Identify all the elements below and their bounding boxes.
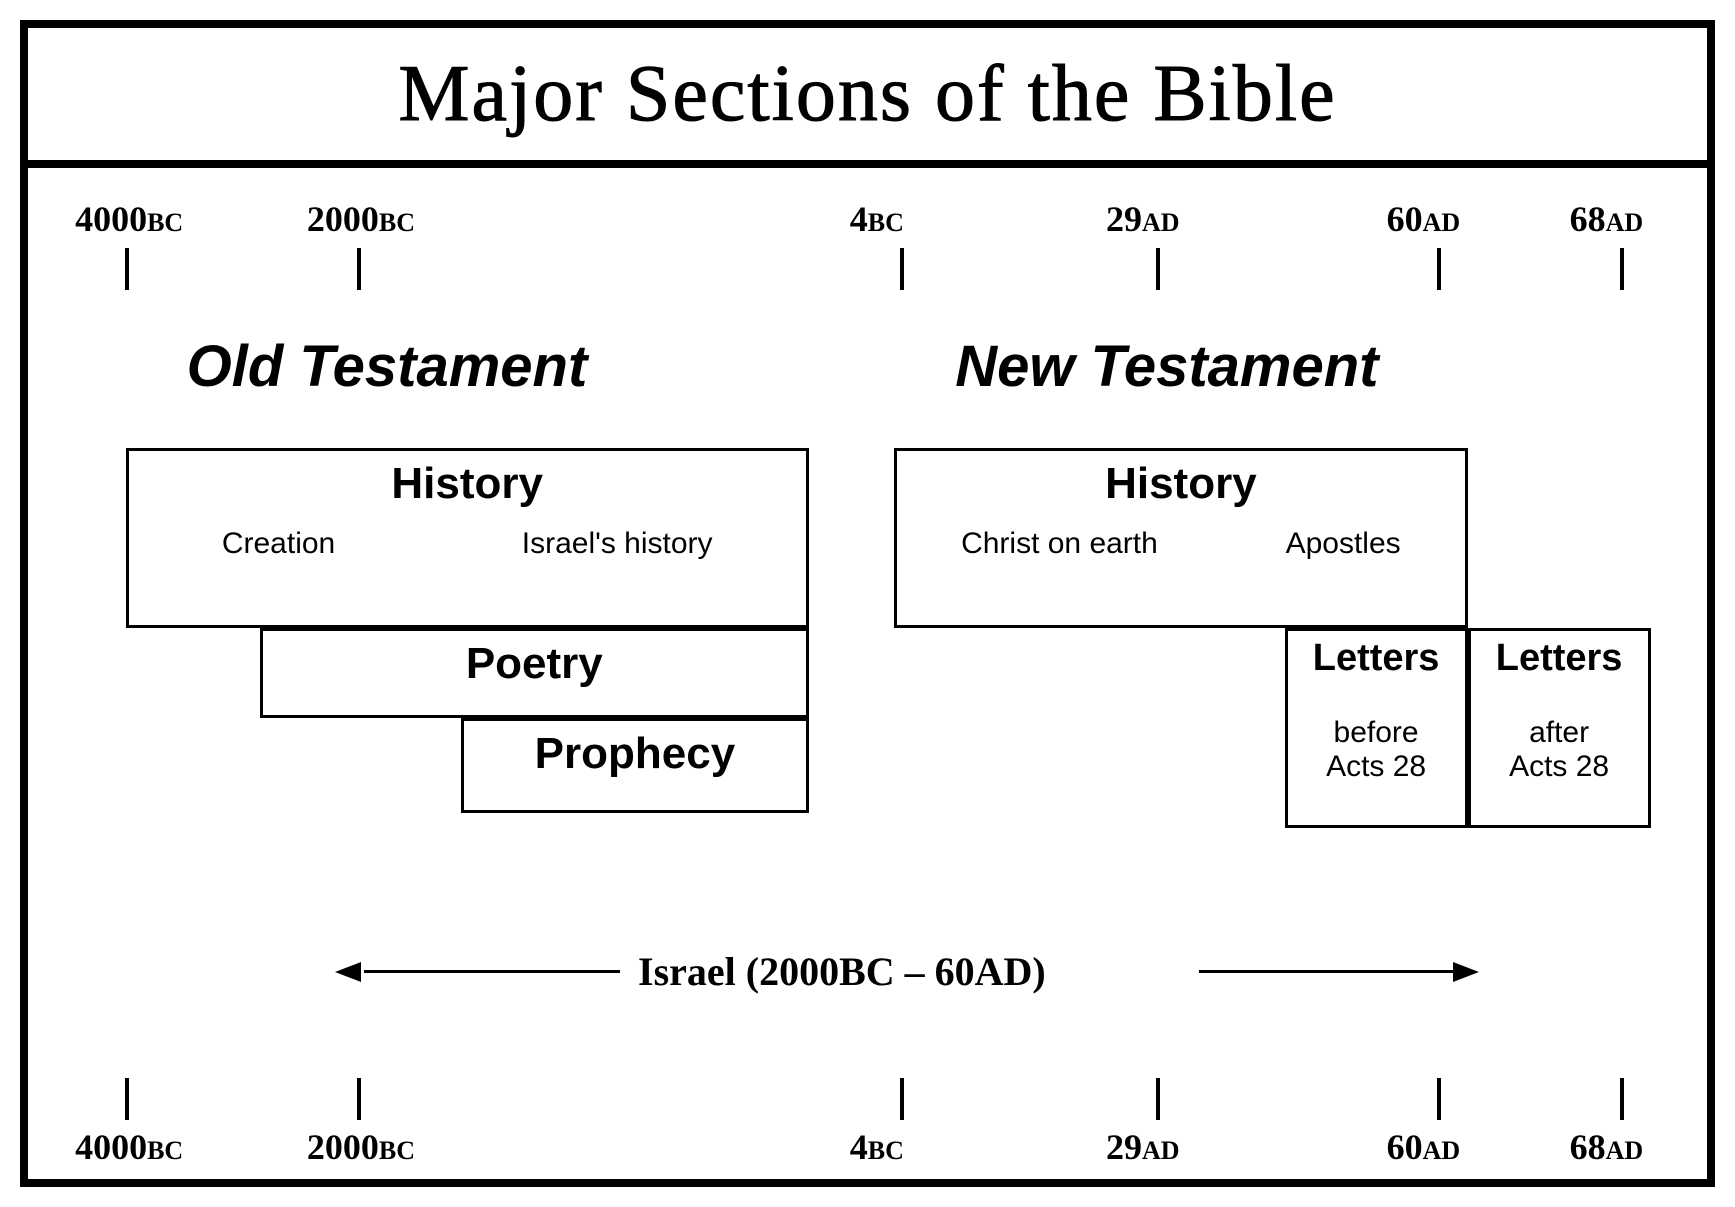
israel-arrow-head-right xyxy=(1453,962,1479,982)
tick-num: 29 xyxy=(1106,1127,1142,1167)
top-tick-mark-4 xyxy=(1437,248,1441,290)
nt-history-sub-1: Apostles xyxy=(1286,527,1401,561)
tick-num: 4 xyxy=(850,199,868,239)
tick-num: 2000 xyxy=(307,1127,379,1167)
top-tick-mark-1 xyxy=(357,248,361,290)
tick-era: AD xyxy=(1423,208,1461,237)
tick-num: 4 xyxy=(850,1127,868,1167)
nt-history-sub-0: Christ on earth xyxy=(961,527,1158,561)
top-tick-mark-2 xyxy=(900,248,904,290)
israel-arrow-line-right xyxy=(1199,970,1455,973)
diagram-title: Major Sections of the Bible xyxy=(398,49,1336,140)
ot-poetry-title: Poetry xyxy=(263,639,806,689)
nt-history-subrow: Christ on earth Apostles xyxy=(897,527,1464,561)
tick-era: AD xyxy=(1142,208,1180,237)
top-tick-label-2: 4BC xyxy=(850,198,904,240)
top-tick-label-1: 2000BC xyxy=(307,198,415,240)
bottom-tick-label-0: 4000BC xyxy=(75,1126,183,1168)
tick-era: BC xyxy=(147,1136,183,1165)
tick-era: AD xyxy=(1142,1136,1180,1165)
top-tick-mark-3 xyxy=(1156,248,1160,290)
top-tick-mark-0 xyxy=(125,248,129,290)
bottom-tick-label-3: 29AD xyxy=(1106,1126,1180,1168)
old-testament-heading: Old Testament xyxy=(187,333,588,400)
nt-letters-after-title: Letters xyxy=(1471,637,1648,680)
tick-era: BC xyxy=(868,208,904,237)
title-bar: Major Sections of the Bible xyxy=(28,28,1707,168)
nt-letters-after-box: Letters after Acts 28 xyxy=(1468,628,1651,828)
tick-era: BC xyxy=(379,1136,415,1165)
tick-num: 4000 xyxy=(75,1127,147,1167)
tick-num: 29 xyxy=(1106,199,1142,239)
nt-letters-before-box: Letters before Acts 28 xyxy=(1285,628,1468,828)
tick-era: AD xyxy=(1606,208,1644,237)
nt-letters-before-title: Letters xyxy=(1288,637,1465,680)
ot-history-sub-1: Israel's history xyxy=(522,527,713,561)
bottom-tick-mark-1 xyxy=(357,1078,361,1120)
top-tick-mark-5 xyxy=(1620,248,1624,290)
bottom-tick-mark-4 xyxy=(1437,1078,1441,1120)
ot-prophecy-title: Prophecy xyxy=(464,729,806,779)
bottom-tick-mark-0 xyxy=(125,1078,129,1120)
tick-era: AD xyxy=(1606,1136,1644,1165)
nt-letters-before-sub: before Acts 28 xyxy=(1288,716,1465,784)
tick-num: 68 xyxy=(1570,199,1606,239)
tick-num: 60 xyxy=(1387,199,1423,239)
top-tick-label-4: 60AD xyxy=(1387,198,1461,240)
bottom-tick-label-2: 4BC xyxy=(850,1126,904,1168)
tick-era: AD xyxy=(1423,1136,1461,1165)
top-tick-label-0: 4000BC xyxy=(75,198,183,240)
israel-arrow-label: Israel (2000BC – 60AD) xyxy=(638,948,1046,995)
bottom-tick-mark-2 xyxy=(900,1078,904,1120)
nt-history-box: History Christ on earth Apostles xyxy=(894,448,1467,628)
top-tick-label-3: 29AD xyxy=(1106,198,1180,240)
tick-num: 68 xyxy=(1570,1127,1606,1167)
diagram-content: 4000BC 2000BC 4BC 29AD 60AD 68AD Old Tes… xyxy=(28,168,1707,1171)
ot-history-sub-0: Creation xyxy=(222,527,335,561)
bottom-tick-mark-5 xyxy=(1620,1078,1624,1120)
nt-history-title: History xyxy=(897,459,1464,509)
top-tick-label-5: 68AD xyxy=(1570,198,1644,240)
tick-era: BC xyxy=(868,1136,904,1165)
nt-letters-after-sub: after Acts 28 xyxy=(1471,716,1648,784)
israel-arrow-line-left xyxy=(364,970,620,973)
tick-era: BC xyxy=(379,208,415,237)
ot-history-box: History Creation Israel's history xyxy=(126,448,809,628)
tick-era: BC xyxy=(147,208,183,237)
bottom-tick-label-5: 68AD xyxy=(1570,1126,1644,1168)
bottom-tick-mark-3 xyxy=(1156,1078,1160,1120)
bottom-tick-label-1: 2000BC xyxy=(307,1126,415,1168)
bottom-tick-label-4: 60AD xyxy=(1387,1126,1461,1168)
tick-num: 2000 xyxy=(307,199,379,239)
new-testament-heading: New Testament xyxy=(955,333,1378,400)
tick-num: 60 xyxy=(1387,1127,1423,1167)
tick-num: 4000 xyxy=(75,199,147,239)
ot-history-subrow: Creation Israel's history xyxy=(129,527,806,561)
ot-history-title: History xyxy=(129,459,806,509)
ot-prophecy-box: Prophecy xyxy=(461,718,809,813)
israel-arrow-head-left xyxy=(335,962,361,982)
diagram-frame: Major Sections of the Bible 4000BC 2000B… xyxy=(20,20,1715,1187)
ot-poetry-box: Poetry xyxy=(260,628,809,718)
